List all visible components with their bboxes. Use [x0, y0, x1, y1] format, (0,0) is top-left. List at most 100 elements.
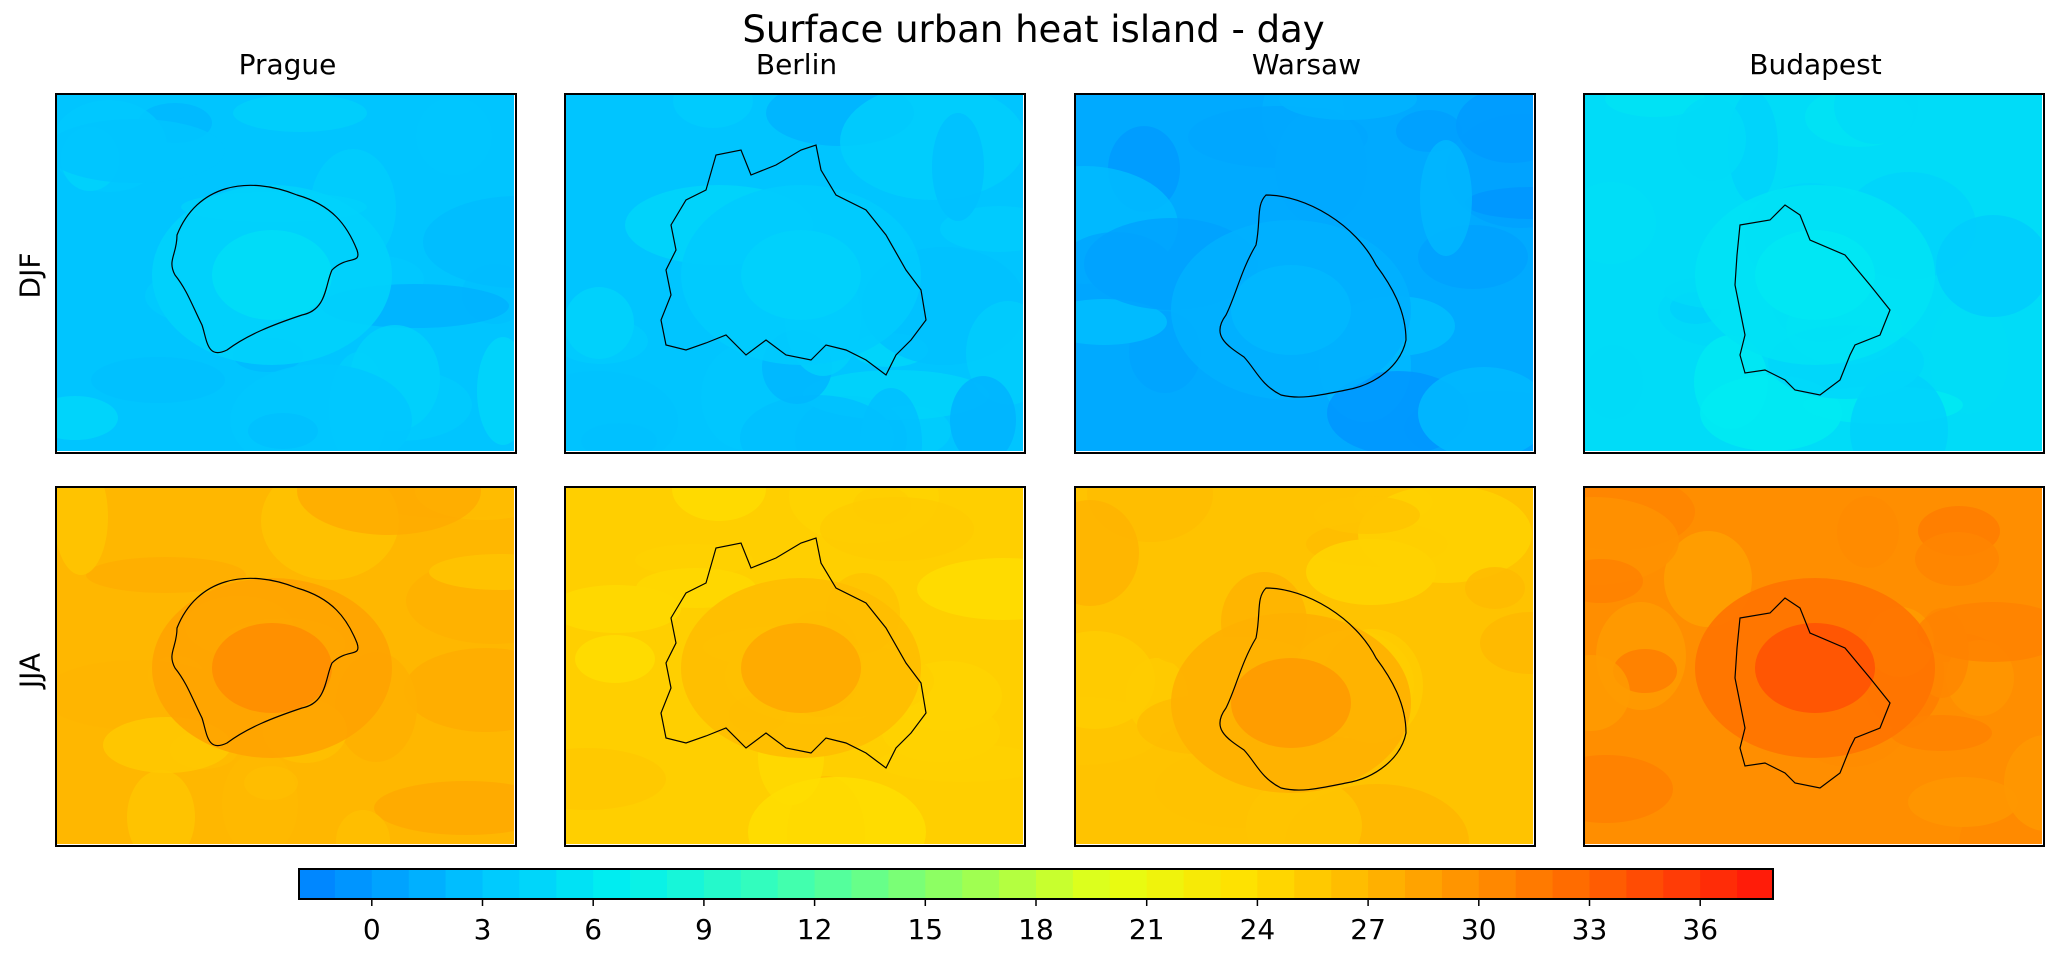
colorbar-segment	[1072, 869, 1111, 899]
field-patch	[1605, 95, 1705, 117]
field-patch	[91, 357, 225, 403]
field-patch	[404, 648, 514, 732]
field-patch	[57, 396, 118, 440]
column-title-prague: Prague	[238, 48, 337, 81]
city-boundary	[1734, 204, 1891, 396]
field-patch	[1837, 496, 1899, 568]
city-boundary	[1734, 597, 1891, 789]
colorbar-segment	[1737, 869, 1774, 899]
colorbar-segment	[1700, 869, 1738, 899]
panel-jja-budapest	[1583, 486, 2045, 847]
colorbar-segment	[1515, 869, 1554, 899]
chart-title: Surface urban heat island - day	[742, 8, 1325, 51]
colorbar-segment	[408, 869, 447, 899]
colorbar-segment	[1663, 869, 1701, 899]
colorbar-segment	[814, 869, 853, 899]
colorbar-tick-label: 15	[907, 913, 943, 946]
field-patch	[1275, 108, 1367, 226]
column-title-budapest: Budapest	[1749, 48, 1882, 81]
field-patch	[477, 337, 514, 445]
colorbar-segment	[630, 869, 668, 899]
field-patch	[1420, 140, 1472, 256]
colorbar-segment	[888, 869, 926, 899]
colorbar-segment	[1257, 869, 1295, 899]
colorbar-segment	[1405, 869, 1443, 899]
colorbar-segment	[1552, 869, 1591, 899]
field-patch	[740, 395, 894, 451]
city-boundary	[660, 537, 927, 769]
field-patch	[423, 196, 514, 288]
colorbar-segment	[777, 869, 816, 899]
colorbar-segment	[1441, 869, 1480, 899]
urban-core	[1231, 658, 1351, 748]
field-patch	[1076, 299, 1167, 345]
field-patch	[1279, 95, 1417, 120]
colorbar-tick-label: 3	[474, 913, 492, 946]
field-patch	[1613, 649, 1677, 693]
colorbar-tick-label: 0	[363, 913, 381, 946]
urban-core	[741, 230, 861, 320]
field-patch	[1917, 602, 2042, 662]
colorbar-tick-label: 33	[1572, 913, 1608, 946]
colorbar-segment	[298, 869, 336, 899]
field-patch	[86, 557, 246, 593]
field-patch	[416, 97, 492, 175]
panel-djf-budapest	[1583, 93, 2045, 454]
colorbar-segment	[1294, 869, 1332, 899]
colorbar-segment	[593, 869, 631, 899]
field-patch	[1908, 777, 2018, 827]
colorbar-segment	[1368, 869, 1406, 899]
colorbar-segment	[740, 869, 779, 899]
panel-djf-prague	[55, 93, 517, 454]
field-patch	[374, 781, 514, 835]
field-patch	[233, 95, 367, 132]
urban-core	[212, 623, 332, 713]
city-boundary	[171, 184, 359, 354]
colorbar-segment	[445, 869, 484, 899]
column-title-berlin: Berlin	[755, 48, 838, 81]
heatmap-field	[1076, 95, 1533, 451]
row-label-jja: JJA	[13, 652, 47, 689]
field-patch	[336, 810, 390, 844]
panel-jja-prague	[55, 486, 517, 847]
city-boundary	[171, 577, 359, 747]
field-patch	[860, 388, 922, 451]
colorbar-tick-label: 30	[1461, 913, 1497, 946]
colorbar-segment	[1626, 869, 1664, 899]
colorbar-tick-label: 18	[1018, 913, 1054, 946]
colorbar-segment	[1478, 869, 1517, 899]
panel-djf-berlin	[564, 93, 1026, 454]
colorbar-segment	[334, 869, 373, 899]
colorbar-segment	[371, 869, 410, 899]
field-patch	[566, 287, 634, 359]
field-patch	[1915, 532, 1999, 586]
field-patch	[1456, 95, 1533, 163]
field-patch	[1585, 655, 1630, 731]
colorbar-segment	[667, 869, 705, 899]
city-boundary	[660, 144, 927, 376]
colorbar-segment	[519, 869, 557, 899]
column-title-warsaw: Warsaw	[1251, 48, 1362, 81]
field-patch	[1890, 715, 1992, 751]
field-patch	[566, 748, 666, 810]
colorbar-segment	[482, 869, 520, 899]
colorbar-segment	[851, 869, 889, 899]
colorbar-segment	[1183, 869, 1222, 899]
field-patch	[950, 376, 1016, 451]
field-patch	[57, 488, 108, 575]
field-patch	[1676, 97, 1746, 181]
panel-djf-warsaw	[1074, 93, 1536, 454]
field-patch	[575, 635, 655, 683]
field-patch	[820, 497, 974, 561]
colorbar-segment	[1589, 869, 1627, 899]
field-patch	[1936, 215, 2042, 317]
heatmap-field	[1585, 95, 2042, 451]
colorbar-tick-label: 9	[695, 913, 713, 946]
field-patch	[566, 371, 678, 451]
colorbar-tick-label: 36	[1682, 913, 1718, 946]
field-patch	[1465, 567, 1525, 609]
heatmap-field	[57, 95, 514, 451]
field-patch	[1076, 631, 1155, 729]
panel-jja-berlin	[564, 486, 1026, 847]
colorbar-segment	[556, 869, 594, 899]
